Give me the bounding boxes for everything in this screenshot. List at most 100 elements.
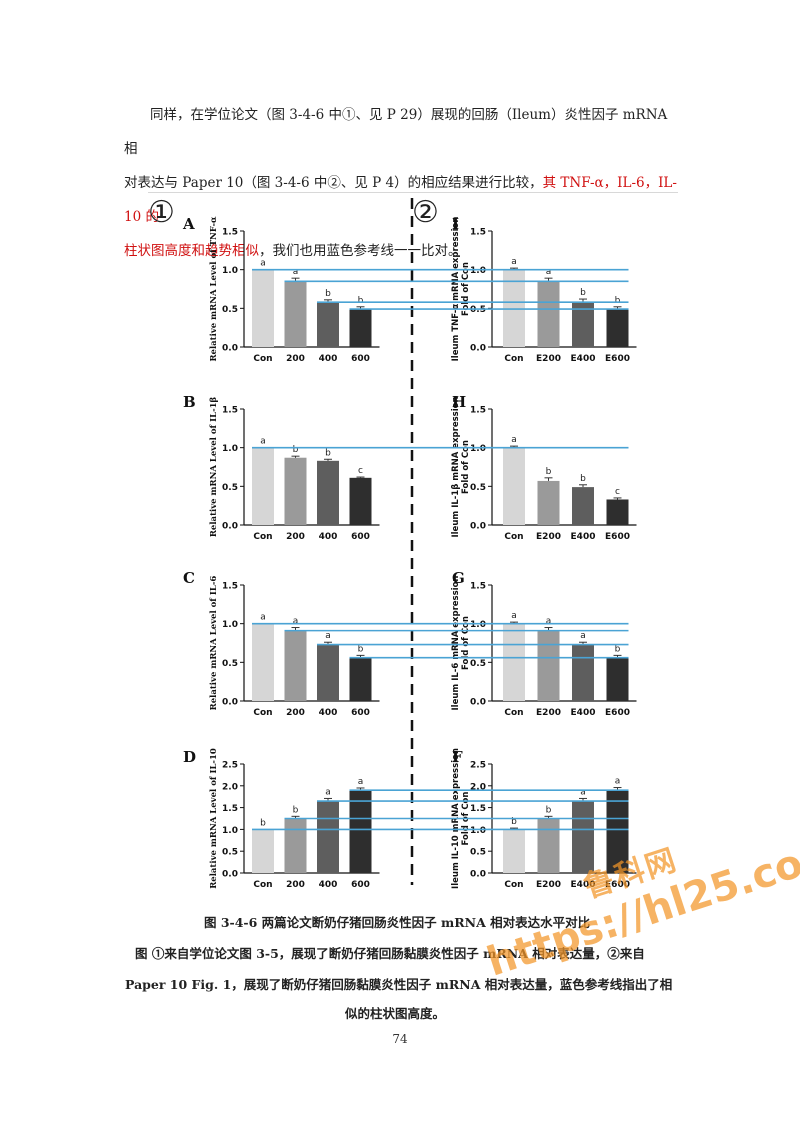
significance-label: b (580, 288, 586, 298)
y-tick-label: 0.5 (470, 659, 486, 669)
significance-label: b (260, 818, 266, 828)
significance-label: a (546, 267, 552, 277)
x-tick-label: E600 (605, 532, 630, 542)
y-tick-label: 0.0 (470, 344, 486, 354)
y-tick-label: 0.0 (470, 870, 486, 880)
bar-e400 (572, 302, 594, 347)
x-tick-label: 600 (351, 708, 370, 718)
x-tick-label: E200 (536, 532, 561, 542)
bar-con (503, 623, 525, 701)
bar-con (503, 447, 525, 525)
x-tick-label: 400 (319, 880, 338, 890)
significance-label: b (325, 289, 331, 299)
x-tick-label: Con (253, 354, 272, 364)
y-tick-label: 0.5 (470, 483, 486, 493)
marker-left: ① (148, 195, 175, 230)
x-tick-label: 200 (286, 532, 305, 542)
y-axis-label-line-2: Fold of Con (461, 262, 471, 316)
highlight-text: 其 TNF-α，IL-6，IL-10 的 (124, 175, 677, 225)
y-axis-label: Relative mRNA Level of TNF-α (209, 216, 219, 362)
bar-200 (284, 818, 307, 873)
panel-letter: C (183, 569, 195, 587)
x-tick-label: 200 (286, 354, 305, 364)
y-tick-label: 1.0 (470, 266, 486, 276)
bar-200 (284, 630, 307, 701)
bar-con (252, 829, 274, 873)
y-tick-label: 1.0 (470, 826, 486, 836)
bar-600 (349, 477, 372, 525)
significance-label: b (358, 644, 364, 654)
y-tick-label: 2.0 (470, 782, 486, 792)
y-tick-label: 1.5 (222, 582, 238, 592)
x-tick-label: Con (504, 880, 523, 890)
bar-400 (317, 302, 339, 347)
significance-label: b (615, 296, 621, 306)
significance-label: a (325, 631, 331, 641)
bar-e600 (606, 790, 629, 873)
bar-200 (284, 457, 307, 525)
x-tick-label: E400 (571, 880, 596, 890)
bar-e600 (606, 657, 629, 701)
bar-400 (317, 801, 339, 873)
y-axis-label-line-1: Ileum IL-1β mRNA expression (451, 396, 461, 537)
bar-e200 (537, 281, 560, 347)
y-tick-label: 1.0 (470, 620, 486, 630)
bar-200 (284, 281, 307, 347)
significance-label: c (358, 466, 363, 476)
significance-label: a (615, 777, 621, 787)
y-tick-label: 1.0 (222, 444, 238, 454)
panel-letter: D (183, 748, 196, 766)
x-tick-label: E200 (536, 354, 561, 364)
x-tick-label: 400 (319, 708, 338, 718)
bar-e200 (537, 480, 560, 525)
bar-con (503, 829, 525, 873)
significance-label: b (511, 817, 517, 827)
x-tick-label: Con (253, 880, 272, 890)
y-tick-label: 1.5 (222, 406, 238, 416)
y-tick-label: 1.0 (222, 826, 238, 836)
x-tick-label: Con (504, 354, 523, 364)
paragraph-line-2: 对表达与 Paper 10（图 3-4-6 中②、见 P 4）的相应结果进行比较… (124, 166, 684, 234)
significance-label: a (260, 613, 266, 623)
significance-label: a (511, 435, 517, 445)
y-tick-label: 1.5 (470, 228, 486, 238)
bar-e200 (537, 630, 560, 701)
x-tick-label: 400 (319, 532, 338, 542)
bar-600 (349, 790, 372, 873)
y-tick-label: 2.5 (470, 761, 486, 771)
x-tick-label: Con (253, 532, 272, 542)
bar-600 (349, 657, 372, 701)
bar-e200 (537, 818, 560, 873)
x-tick-label: 600 (351, 532, 370, 542)
significance-label: a (260, 437, 266, 447)
panel-letter: A (182, 215, 195, 233)
y-axis-label-line-2: Fold of Con (461, 616, 471, 670)
bar-e600 (606, 309, 629, 347)
y-tick-label: 0.0 (222, 522, 238, 532)
x-tick-label: E600 (605, 708, 630, 718)
separator-line (148, 192, 678, 193)
paragraph-line-2-normal: 对表达与 Paper 10（图 3-4-6 中②、见 P 4）的相应结果进行比较… (124, 175, 543, 191)
panel-letter: F (452, 748, 463, 766)
x-tick-label: Con (504, 532, 523, 542)
significance-label: b (580, 474, 586, 484)
panel-letter: G (452, 569, 465, 587)
significance-label: b (615, 644, 621, 654)
right-panel-h: H 0.0 0.5 1.0 1.5 Ileum IL-1β mRNA expression… (451, 393, 637, 542)
significance-label: b (546, 467, 552, 477)
bar-e400 (572, 487, 594, 525)
y-tick-label: 0.5 (222, 848, 238, 858)
y-tick-label: 1.5 (470, 582, 486, 592)
significance-label: a (293, 617, 299, 627)
bar-con (252, 447, 274, 525)
y-axis-label: Relative mRNA Level of IL-10 (209, 748, 219, 889)
x-tick-label: E400 (571, 532, 596, 542)
bar-e400 (572, 801, 594, 873)
y-tick-label: 1.0 (222, 620, 238, 630)
y-axis-label: Relative mRNA Level of IL-6 (209, 576, 219, 711)
y-tick-label: 1.0 (222, 266, 238, 276)
x-tick-label: E200 (536, 708, 561, 718)
caption-line-1: 图 3-4-6 两篇论文断奶仔猪回肠炎性因子 mRNA 相对表达水平对比 (204, 915, 591, 930)
